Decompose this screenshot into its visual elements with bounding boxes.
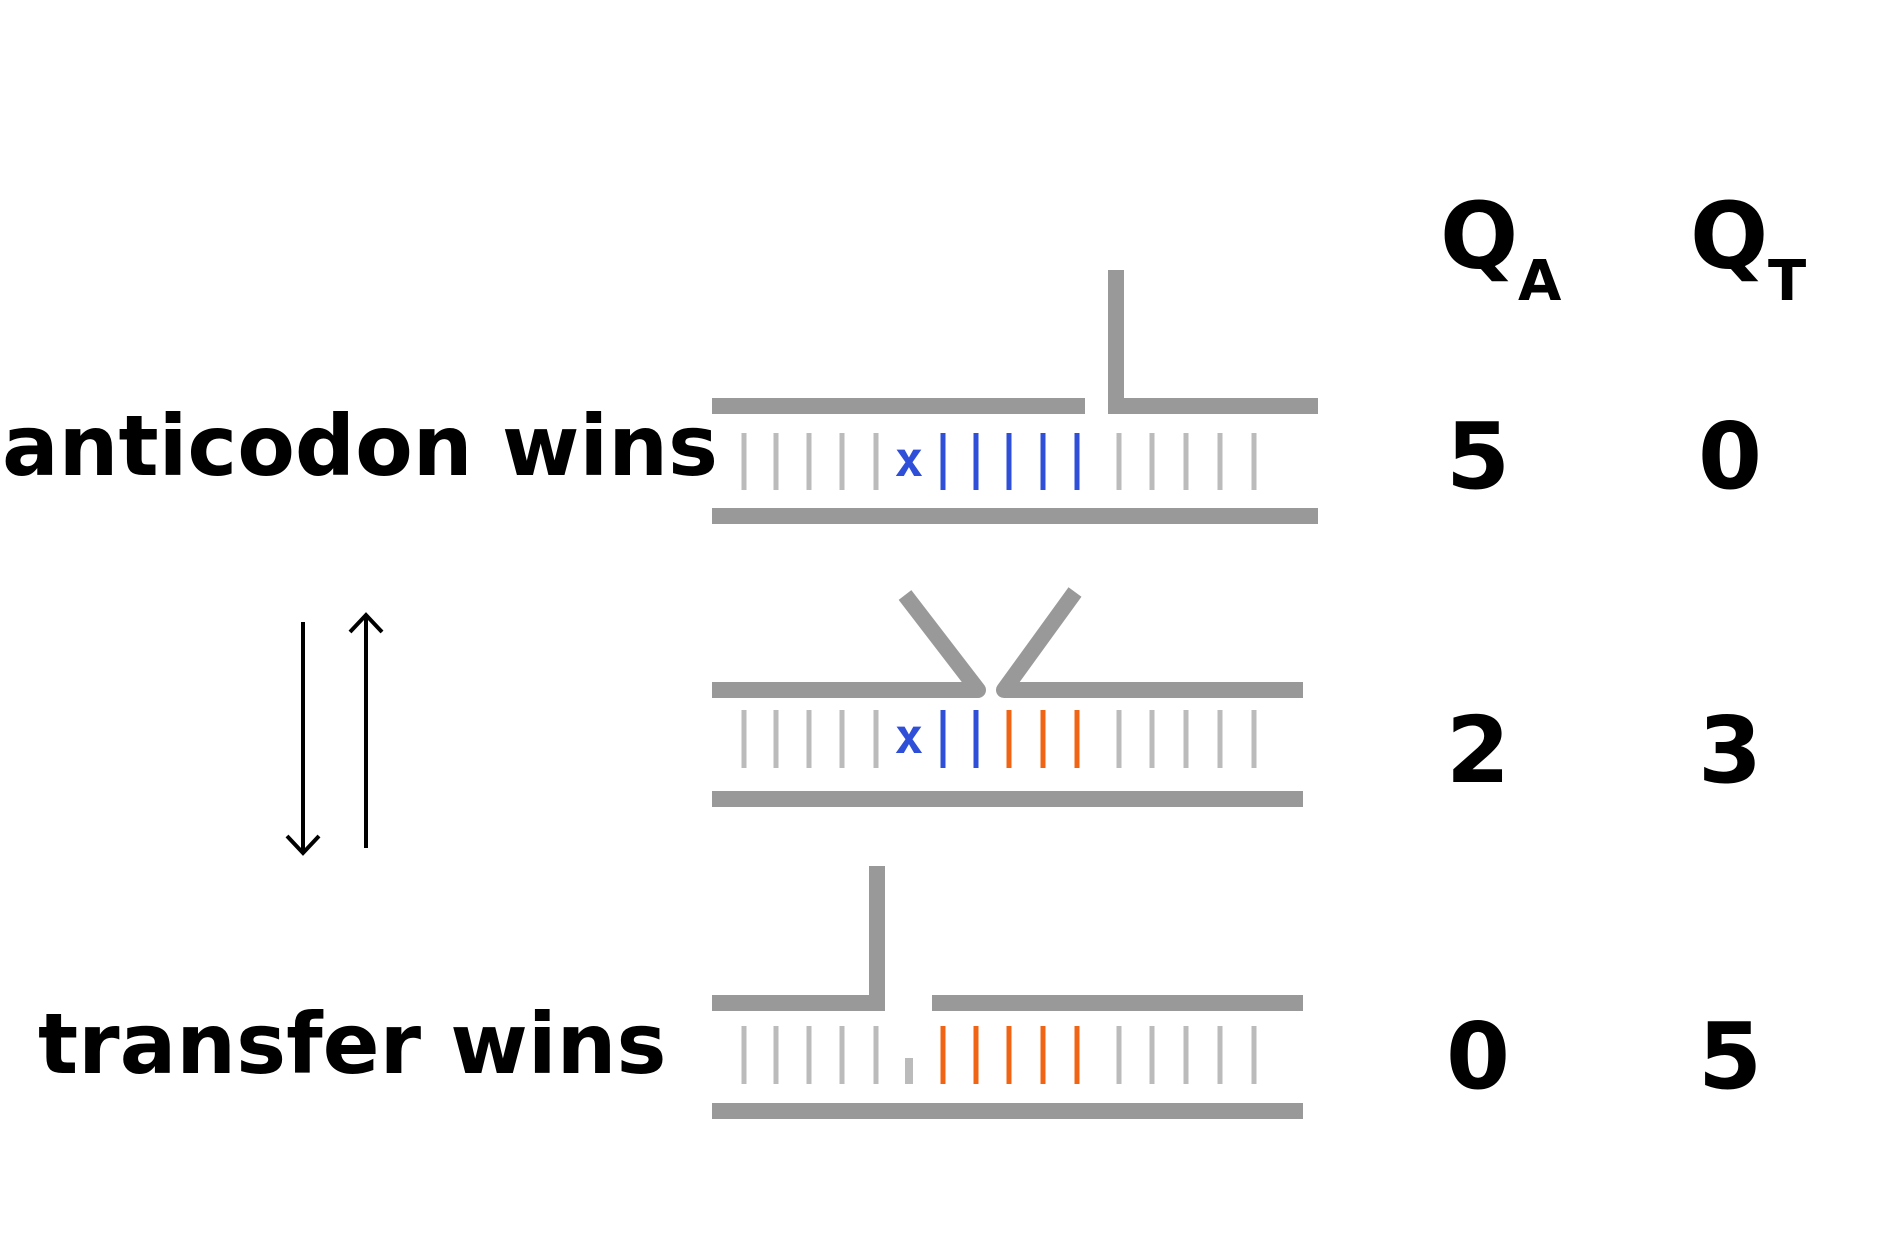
strands <box>712 587 1303 807</box>
qt-value-row-3: 5 <box>1698 1003 1762 1110</box>
base-pairs <box>741 433 1257 490</box>
qa-header-main: Q <box>1440 183 1518 290</box>
qt-header-main: Q <box>1690 183 1768 290</box>
duplex-anticodon-wins: x <box>712 270 1318 524</box>
base-pairs <box>741 1026 1257 1084</box>
qt-header: Q T <box>1690 183 1806 314</box>
strands <box>712 866 1303 1119</box>
up-arrow <box>348 612 384 848</box>
qt-header-sub: T <box>1768 249 1806 314</box>
qa-header-sub: A <box>1518 249 1562 314</box>
duplex-transfer-wins <box>712 866 1303 1119</box>
base-pairs <box>741 710 1257 768</box>
row-label-transfer-wins: transfer wins <box>38 995 666 1093</box>
mismatch-mark: x <box>895 432 924 488</box>
qa-value-row-3: 0 <box>1446 1003 1510 1110</box>
mismatch-mark: x <box>895 709 924 765</box>
qa-value-row-2: 2 <box>1446 697 1510 804</box>
qt-values: 0 3 5 <box>1698 403 1762 1110</box>
qt-value-row-2: 3 <box>1698 697 1762 804</box>
qt-value-row-1: 0 <box>1698 403 1762 510</box>
qa-values: 5 2 0 <box>1446 403 1510 1110</box>
strands <box>712 270 1318 524</box>
duplex-intermediate: x <box>712 587 1303 807</box>
equilibrium-arrows <box>285 612 384 856</box>
qa-value-row-1: 5 <box>1446 403 1510 510</box>
row-label-anticodon-wins: anticodon wins <box>2 397 718 495</box>
down-arrow <box>285 622 321 856</box>
qa-header: Q A <box>1440 183 1562 314</box>
